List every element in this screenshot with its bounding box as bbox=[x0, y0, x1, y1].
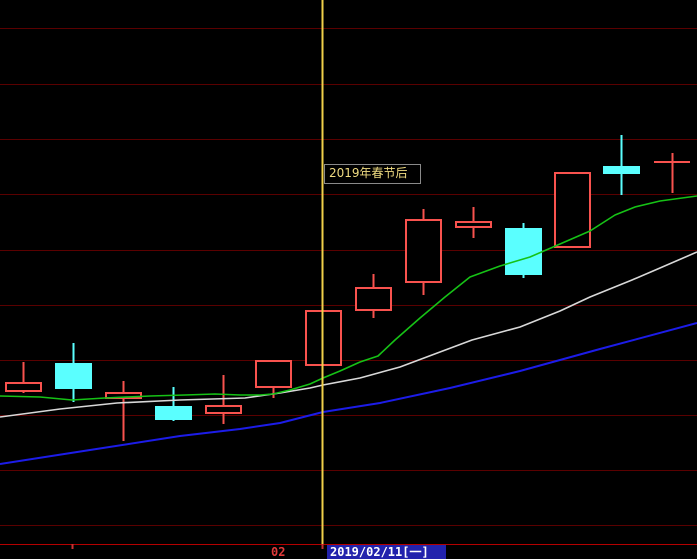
month-label: 02 bbox=[271, 545, 286, 559]
ma-line-blue bbox=[0, 322, 697, 465]
date-badge: 2019/02/11[一] bbox=[327, 545, 446, 559]
candle-body-down[interactable] bbox=[505, 228, 542, 275]
candle-body-up[interactable] bbox=[405, 219, 442, 283]
candle-body-up[interactable] bbox=[255, 360, 292, 388]
candle-body-up[interactable] bbox=[554, 172, 591, 248]
ma-line-green bbox=[0, 195, 697, 401]
ma-line-white bbox=[0, 251, 697, 418]
annotation-label[interactable]: 2019年春节后 bbox=[324, 164, 421, 184]
candle-body-down[interactable] bbox=[155, 406, 192, 420]
candle-body-down[interactable] bbox=[603, 166, 640, 174]
candle-body-up[interactable] bbox=[105, 392, 142, 399]
candle-body-up[interactable] bbox=[5, 382, 42, 392]
candle-body-down[interactable] bbox=[55, 363, 92, 389]
candle-body-up[interactable] bbox=[355, 287, 392, 311]
annotation-text: 2019年春节后 bbox=[329, 166, 408, 180]
candle-body-up[interactable] bbox=[205, 405, 242, 414]
candle-body-up[interactable] bbox=[455, 221, 492, 228]
